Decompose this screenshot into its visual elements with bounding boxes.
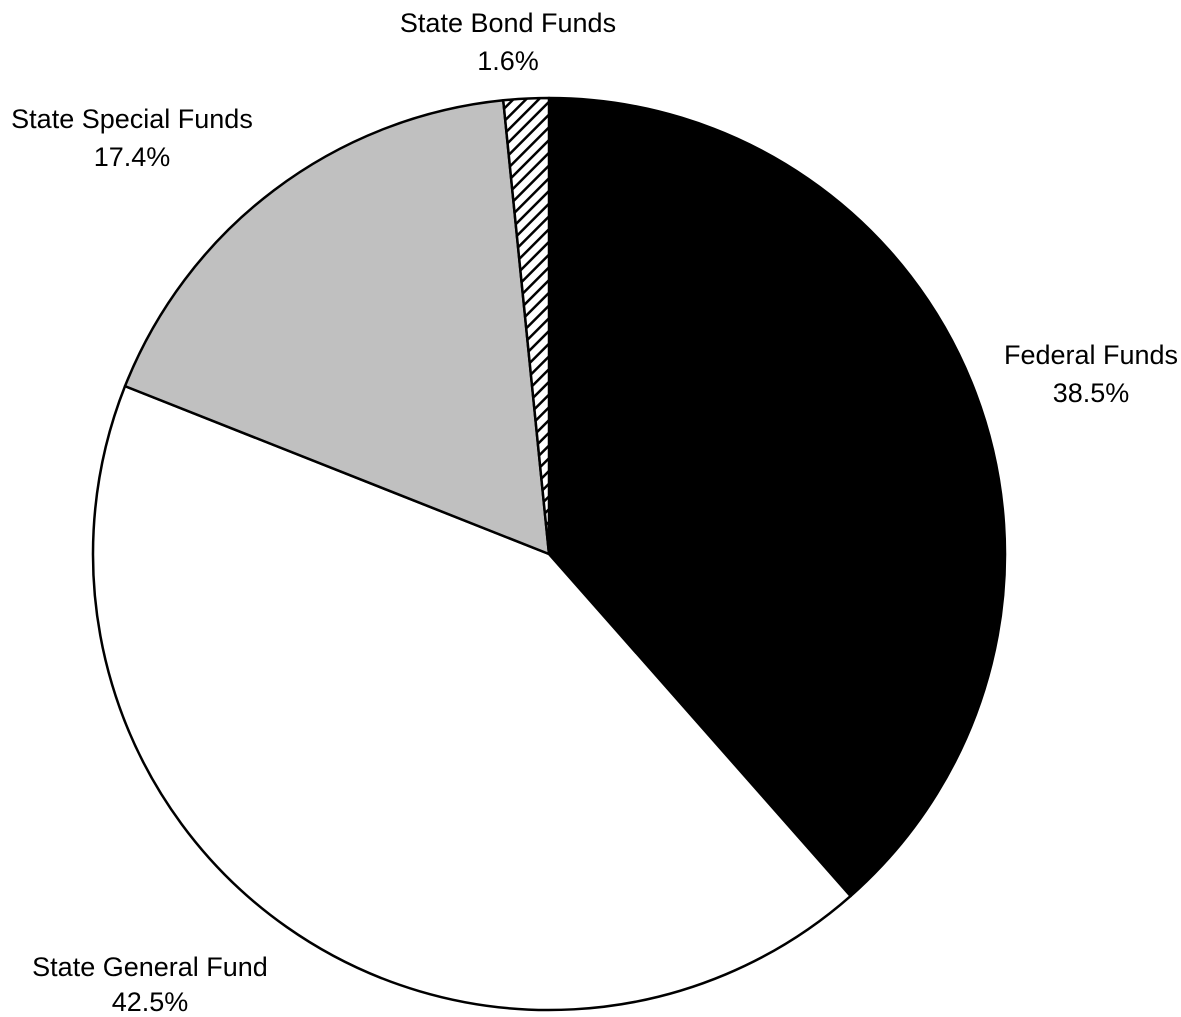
label-bond-name: State Bond Funds — [400, 8, 616, 38]
label-general-value: 42.5% — [112, 987, 189, 1017]
pie-slice-federal — [547, 96, 1007, 898]
label-general: State General Fund 42.5% — [32, 952, 268, 1017]
pie-slice-bond — [501, 96, 551, 556]
pie-slice-special — [123, 99, 551, 556]
label-bond-value: 1.6% — [477, 46, 539, 76]
label-federal-value: 38.5% — [1053, 378, 1130, 408]
label-special: State Special Funds 17.4% — [11, 104, 253, 172]
label-special-name: State Special Funds — [11, 104, 253, 134]
label-federal: Federal Funds 38.5% — [1004, 340, 1178, 408]
label-federal-name: Federal Funds — [1004, 340, 1178, 370]
label-general-name: State General Fund — [32, 952, 268, 982]
pie-slice-general — [91, 384, 852, 1012]
label-bond: State Bond Funds 1.6% — [400, 8, 616, 76]
pie-slices — [91, 96, 1007, 1012]
label-special-value: 17.4% — [94, 142, 171, 172]
